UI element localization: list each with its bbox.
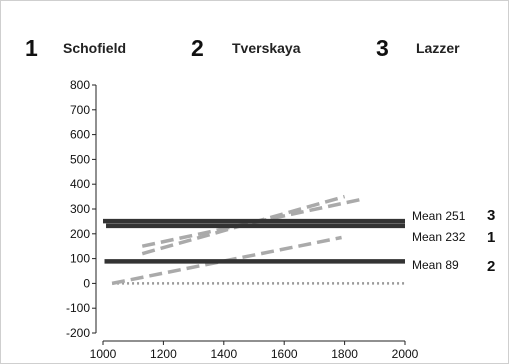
legend-number-1: 1: [25, 35, 38, 61]
y-tick-label: 100: [70, 252, 90, 266]
legend-name-schofield: Schofield: [63, 40, 126, 56]
x-tick-label: 2000: [392, 347, 419, 361]
legend-number-3: 3: [376, 35, 389, 61]
y-tick-label: 800: [70, 78, 90, 92]
y-tick-label: 0: [83, 276, 90, 290]
x-tick-label: 1800: [331, 347, 358, 361]
legend-name-tverskaya: Tverskaya: [232, 40, 301, 56]
mean-number-3: 3: [487, 207, 495, 224]
y-tick-label: -100: [66, 301, 90, 315]
y-tick-label: 400: [70, 177, 90, 191]
mean-label-2: Mean 89: [412, 258, 459, 272]
y-tick-label: 300: [70, 202, 90, 216]
y-tick-label: 600: [70, 128, 90, 142]
y-tick-label: -200: [66, 326, 90, 340]
mean-label-1: Mean 232: [412, 230, 466, 244]
x-tick-label: 1200: [150, 347, 177, 361]
mean-labels: Mean 251 3 Mean 232 1 Mean 89 2: [412, 207, 495, 275]
mean-label-3: Mean 251: [412, 209, 466, 223]
legend-header: 1 Schofield 2 Tverskaya 3 Lazzer: [25, 35, 460, 61]
mean-number-2: 2: [487, 258, 495, 275]
y-tick-label: 200: [70, 227, 90, 241]
y-tick-label: 500: [70, 152, 90, 166]
x-tick-label: 1400: [210, 347, 237, 361]
plot-area: [103, 194, 405, 286]
mean-number-1: 1: [487, 229, 495, 246]
legend-name-lazzer: Lazzer: [416, 40, 460, 56]
x-tick-label: 1000: [90, 347, 117, 361]
legend-number-2: 2: [191, 35, 204, 61]
y-tick-label: 700: [70, 103, 90, 117]
x-tick-label: 1600: [271, 347, 298, 361]
